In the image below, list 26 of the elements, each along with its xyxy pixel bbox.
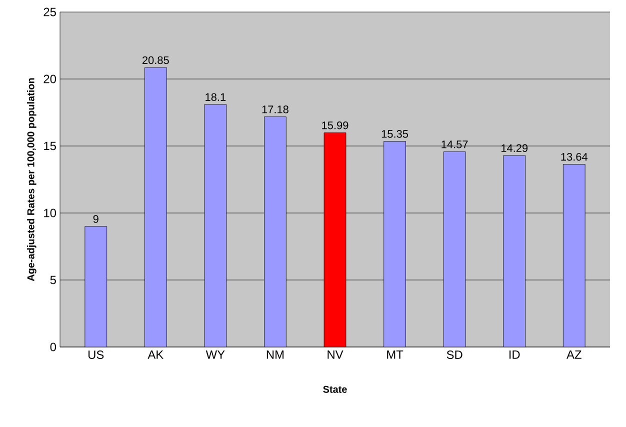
y-tick-label: 5	[50, 276, 56, 284]
x-tick-label: NM	[266, 350, 284, 359]
x-tick-label: WY	[206, 350, 225, 359]
x-tick-label: AZ	[566, 350, 582, 359]
data-label: 13.64	[561, 152, 588, 161]
data-label: 15.99	[322, 121, 348, 130]
x-tick-label: ID	[509, 350, 520, 359]
x-tick-label: AK	[148, 350, 164, 359]
y-tick-label: 15	[44, 142, 56, 150]
y-tick-label: 25	[44, 8, 56, 16]
data-label: 17.18	[262, 106, 288, 114]
x-tick-label: NV	[328, 350, 344, 359]
data-label: 15.35	[382, 130, 408, 138]
x-tick-label: SD	[446, 350, 462, 359]
x-tick-label: US	[88, 350, 104, 359]
y-tick-label: 0	[50, 342, 56, 352]
data-label: 14.57	[442, 140, 468, 148]
data-label: 14.29	[501, 144, 528, 152]
data-label: 20.85	[142, 56, 169, 64]
x-axis-title: State	[323, 386, 347, 393]
y-axis-title: Age-adjusted Rates per 100,000 population	[27, 78, 36, 282]
y-tick-label: 20	[44, 74, 56, 84]
data-label: 9	[93, 215, 98, 223]
data-label: 18.1	[206, 93, 226, 101]
y-tick-label: 10	[44, 208, 56, 218]
x-tick-label: MT	[387, 350, 404, 359]
